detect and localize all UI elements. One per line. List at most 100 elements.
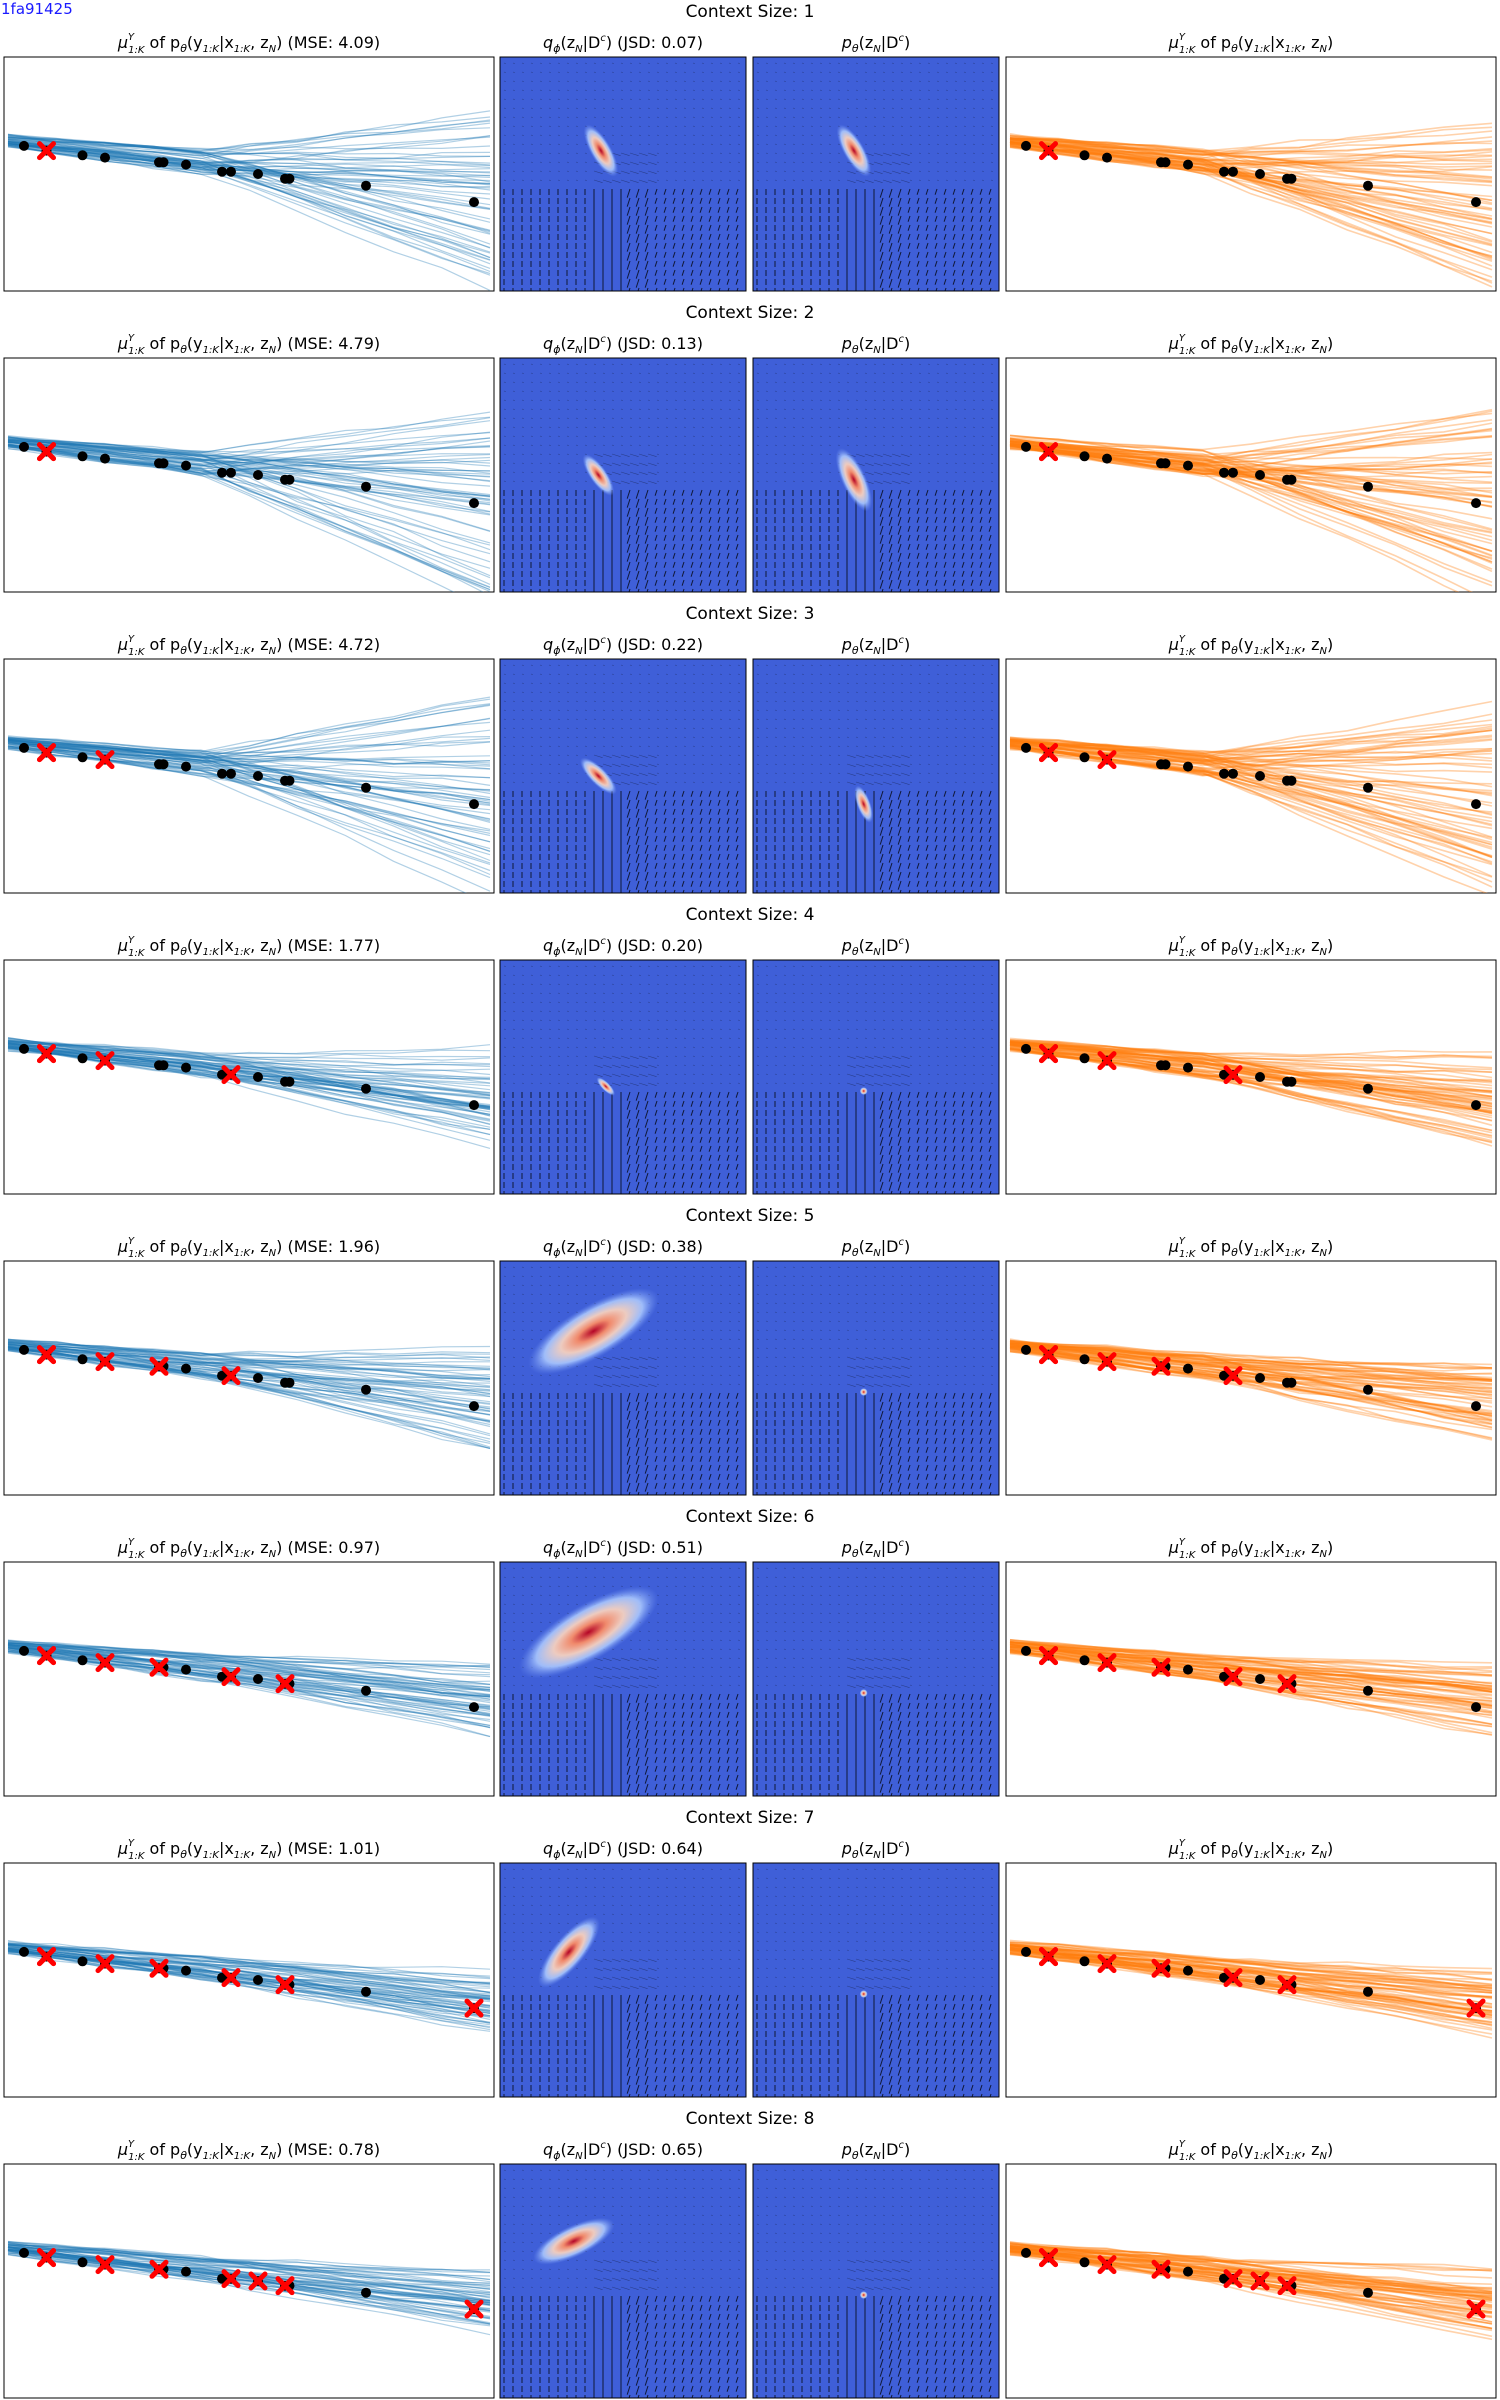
quiver-arrow — [548, 125, 551, 127]
quiver-arrow — [891, 754, 901, 758]
quiver-arrow — [907, 206, 911, 213]
quiver-arrow — [647, 462, 657, 466]
quiver-arrow — [934, 489, 938, 496]
quiver-arrow — [593, 107, 596, 109]
quiver-arrow — [672, 516, 676, 523]
sample-curve — [1009, 442, 1493, 545]
quiver-arrow — [692, 691, 695, 693]
sample-curve — [7, 127, 491, 153]
quiver-arrow — [654, 215, 658, 222]
panel-frame — [1005, 658, 1497, 894]
quiver-arrow — [918, 691, 921, 693]
quiver-arrow — [891, 462, 901, 466]
quiver-arrow — [512, 691, 515, 693]
quiver-arrow — [963, 381, 966, 383]
quiver-arrow — [882, 170, 892, 174]
quiver-arrow — [637, 588, 640, 592]
quiver-arrow — [665, 763, 668, 765]
quiver-arrow — [548, 1028, 551, 1030]
quiver-arrow — [936, 664, 939, 666]
quiver-arrow — [801, 745, 804, 747]
quiver-arrow — [972, 754, 975, 756]
quiver-arrow — [539, 98, 542, 100]
quiver-arrow — [692, 718, 695, 720]
quiver-arrow — [945, 152, 948, 154]
quiver-arrow — [765, 763, 768, 765]
quiver-arrow — [654, 844, 658, 851]
quiver-arrow — [557, 363, 560, 365]
quiver-arrow — [665, 727, 668, 729]
quiver-arrow — [665, 179, 668, 181]
quiver-arrow — [620, 89, 623, 91]
quiver-arrow — [864, 763, 874, 767]
quiver-arrow — [647, 682, 650, 684]
quiver-arrow — [683, 107, 686, 109]
quiver-arrow — [774, 781, 777, 783]
quiver-arrow — [638, 170, 648, 174]
quiver-arrow — [663, 552, 667, 559]
quiver-arrow — [681, 826, 685, 833]
quiver-arrow — [629, 399, 632, 401]
quiver-arrow — [539, 983, 542, 985]
quiver-arrow — [593, 381, 596, 383]
sample-curve — [7, 444, 491, 589]
sample-curve — [7, 134, 491, 151]
sample-curve — [1009, 138, 1493, 161]
quiver-arrow — [548, 992, 551, 994]
quiver-arrow — [512, 453, 515, 455]
quiver-arrow — [566, 134, 569, 136]
quiver-arrow — [584, 161, 587, 163]
sample-curve — [1009, 137, 1493, 182]
quiver-arrow — [952, 233, 956, 240]
quiver-arrow — [638, 727, 641, 729]
target-point — [1471, 799, 1481, 810]
quiver-arrow — [692, 974, 695, 976]
quiver-arrow — [611, 80, 614, 82]
quiver-arrow — [665, 134, 668, 136]
sample-curve — [7, 120, 491, 160]
quiver-arrow — [539, 107, 542, 109]
quiver-arrow — [927, 80, 930, 82]
quiver-arrow — [557, 143, 560, 145]
sample-curve — [1009, 141, 1493, 168]
quiver-arrow — [602, 709, 605, 711]
sample-curve — [7, 741, 491, 765]
quiver-arrow — [927, 480, 930, 482]
quiver-arrow — [503, 116, 506, 118]
quiver-arrow — [981, 426, 984, 428]
quiver-arrow — [909, 763, 912, 765]
quiver-arrow — [864, 408, 867, 410]
quiver-arrow — [952, 817, 956, 824]
quiver-arrow — [683, 462, 686, 464]
quiver-arrow — [654, 188, 658, 195]
quiver-arrow — [918, 89, 921, 91]
quiver-arrow — [699, 507, 703, 514]
quiver-arrow — [635, 871, 640, 881]
sample-curve — [1009, 138, 1493, 225]
quiver-arrow — [837, 152, 840, 154]
quiver-arrow — [891, 435, 894, 437]
quiver-arrow — [801, 152, 804, 154]
quiver-arrow — [979, 224, 983, 231]
quiver-arrow — [819, 754, 822, 756]
quiver-arrow — [972, 435, 975, 437]
quiver-arrow — [918, 80, 921, 82]
quiver-arrow — [846, 709, 849, 711]
quiver-arrow — [626, 826, 631, 836]
quiver-arrow — [765, 709, 768, 711]
quiver-arrow — [701, 974, 704, 976]
quiver-arrow — [828, 718, 831, 720]
quiver-arrow — [575, 71, 578, 73]
quiver-arrow — [726, 534, 730, 541]
sample-curve — [1009, 744, 1493, 857]
target-point — [181, 159, 191, 170]
quiver-arrow — [717, 844, 721, 851]
quiver-arrow — [692, 170, 695, 172]
quiver-arrow — [717, 242, 721, 249]
quiver-arrow — [855, 71, 858, 73]
quiver-arrow — [673, 889, 676, 893]
quiver-arrow — [692, 709, 695, 711]
quiver-arrow — [539, 1010, 542, 1012]
quiver-arrow — [663, 278, 667, 285]
quiver-arrow — [879, 817, 884, 827]
